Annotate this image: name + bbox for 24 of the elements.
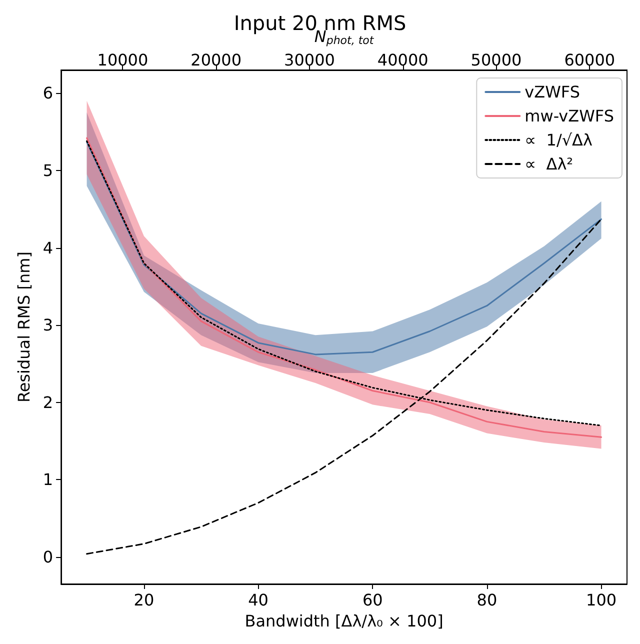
x2-tick-label: 10000 [97,50,148,70]
legend-label: mw-vZWFS [524,106,614,126]
x-tick-label: 20 [134,590,154,610]
x-tick-label: 80 [476,590,498,610]
x2-tick-label: 20000 [190,50,242,70]
x-tick-label: 100 [586,590,617,610]
legend-label: ∝ 1/√Δλ [524,130,592,150]
x2-tick-label: 40000 [377,50,428,70]
legend-label: ∝ Δλ² [524,154,574,174]
y-tick-label: 1 [42,470,54,490]
x2-tick-label: 50000 [470,50,522,70]
y-tick-label: 4 [42,238,54,258]
y-tick-label: 2 [42,392,54,412]
y-tick-label: 5 [42,160,54,180]
legend-label: vZWFS [524,82,580,102]
y-tick-label: 6 [42,84,54,103]
x-axis-title: Bandwidth [Δλ/λ₀ × 100] [244,611,444,630]
x-tick-label: 60 [362,590,383,610]
x2-tick-label: 30000 [284,50,335,70]
y-tick-label: 3 [42,316,54,335]
y-tick-label: 0 [42,547,54,566]
y-axis-title: Residual RMS [nm] [14,251,34,403]
x-tick-label: 40 [248,590,268,610]
x2-tick-label: 60000 [564,50,616,70]
